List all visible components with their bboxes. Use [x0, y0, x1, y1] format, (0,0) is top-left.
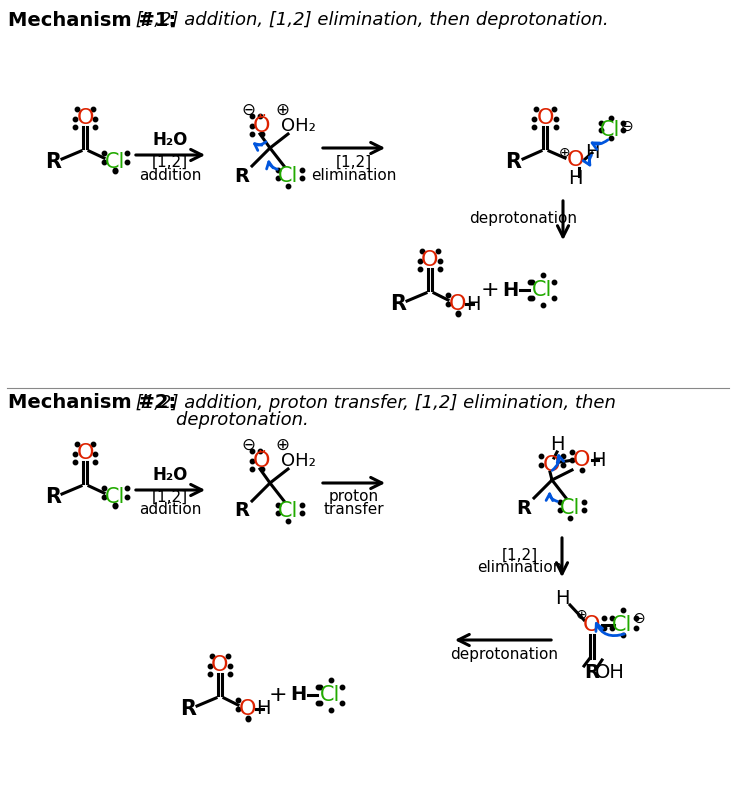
Text: deprotonation.: deprotonation.: [130, 411, 308, 429]
Text: [1,2]: [1,2]: [336, 155, 372, 170]
Text: R: R: [584, 663, 600, 682]
Text: R: R: [505, 152, 521, 172]
Text: O: O: [449, 294, 467, 314]
Text: H: H: [555, 589, 569, 608]
Text: O: O: [77, 443, 93, 463]
Text: [1,2] addition, proton transfer, [1,2] elimination, then: [1,2] addition, proton transfer, [1,2] e…: [130, 394, 616, 412]
Text: H₂O: H₂O: [152, 131, 188, 149]
Text: H₂O: H₂O: [152, 466, 188, 484]
Text: [1,2]: [1,2]: [502, 547, 538, 562]
Text: R: R: [45, 487, 61, 507]
Text: elimination: elimination: [311, 167, 397, 182]
Text: OH₂: OH₂: [280, 117, 316, 135]
Text: Cl: Cl: [612, 615, 632, 635]
Text: H: H: [290, 686, 306, 705]
Text: R: R: [517, 498, 531, 517]
Text: R: R: [180, 699, 196, 719]
Text: ⊖: ⊖: [241, 436, 255, 454]
Text: Cl: Cl: [105, 152, 125, 172]
Text: [1,2] addition, [1,2] elimination, then deprotonation.: [1,2] addition, [1,2] elimination, then …: [130, 11, 609, 29]
Text: addition: addition: [139, 502, 201, 517]
Text: +: +: [481, 280, 499, 300]
Text: ⊖: ⊖: [620, 118, 634, 134]
Text: O: O: [543, 455, 561, 475]
Text: O: O: [421, 250, 439, 270]
Text: ⊕: ⊕: [559, 146, 571, 160]
Text: H: H: [584, 144, 599, 163]
Text: OH: OH: [595, 663, 625, 682]
Text: R: R: [235, 167, 250, 186]
Text: O: O: [537, 108, 553, 128]
Text: Cl: Cl: [105, 487, 125, 507]
Text: H: H: [550, 435, 565, 454]
Text: H: H: [567, 168, 582, 187]
Text: deprotonation: deprotonation: [450, 646, 558, 661]
Text: Cl: Cl: [560, 498, 580, 518]
Text: transfer: transfer: [324, 502, 384, 517]
Text: O: O: [77, 108, 93, 128]
Text: ⊕: ⊕: [275, 101, 289, 119]
Text: ⊕: ⊕: [275, 436, 289, 454]
Text: O: O: [253, 451, 271, 471]
Text: H: H: [255, 699, 270, 718]
Text: Cl: Cl: [320, 685, 340, 705]
Text: O: O: [566, 150, 584, 170]
Text: Cl: Cl: [600, 120, 620, 140]
Text: ⊕: ⊕: [576, 608, 588, 622]
Text: H: H: [466, 295, 481, 314]
Text: O: O: [573, 450, 591, 470]
Text: Mechanism #1:: Mechanism #1:: [8, 10, 176, 29]
Text: R: R: [390, 294, 406, 314]
Text: H: H: [502, 280, 518, 299]
Text: deprotonation: deprotonation: [469, 210, 577, 225]
Text: [1,2]: [1,2]: [152, 490, 188, 505]
Text: Mechanism #2:: Mechanism #2:: [8, 393, 176, 412]
Text: ..: ..: [257, 104, 267, 119]
Text: O: O: [239, 699, 257, 719]
Text: ⊖: ⊖: [241, 101, 255, 119]
Text: ..: ..: [257, 439, 267, 454]
Text: Cl: Cl: [532, 280, 552, 300]
Text: Cl: Cl: [277, 501, 298, 521]
Text: proton: proton: [329, 490, 379, 505]
Text: O: O: [253, 116, 271, 136]
Text: OH₂: OH₂: [280, 452, 316, 470]
Text: R: R: [235, 502, 250, 521]
Text: O: O: [583, 615, 601, 635]
Text: H: H: [591, 450, 605, 469]
Text: +: +: [269, 685, 287, 705]
Text: O: O: [211, 655, 229, 675]
Text: Cl: Cl: [277, 166, 298, 186]
Text: [1,2]: [1,2]: [152, 155, 188, 170]
Text: ⊖: ⊖: [633, 611, 645, 626]
Text: R: R: [45, 152, 61, 172]
Text: elimination: elimination: [478, 560, 563, 575]
Text: addition: addition: [139, 167, 201, 182]
